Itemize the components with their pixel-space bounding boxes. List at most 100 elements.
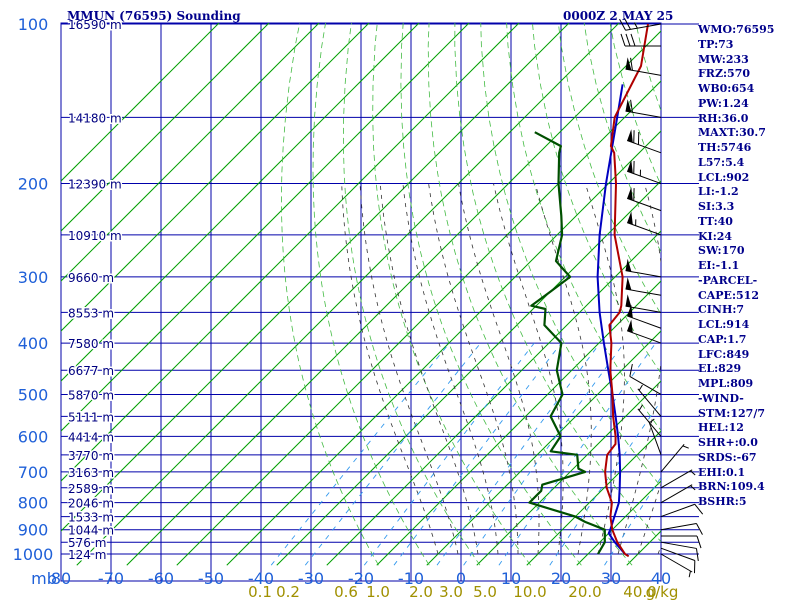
sounding-series bbox=[528, 23, 649, 558]
wind-barb-staff bbox=[625, 23, 662, 31]
pressure-tick-label: 1000 bbox=[13, 545, 54, 564]
dry-adiabat bbox=[312, 23, 430, 566]
wind-barb-staff bbox=[660, 523, 697, 531]
stat-line: WB0:654 bbox=[698, 82, 755, 95]
wind-barb-full bbox=[694, 503, 704, 515]
wind-barb-pennant bbox=[625, 99, 632, 113]
skewed-isotherm bbox=[226, 130, 661, 566]
temperature-trace bbox=[604, 23, 649, 558]
stat-line: SI:3.3 bbox=[698, 200, 735, 213]
wind-barb bbox=[627, 159, 662, 185]
stat-line: TT:40 bbox=[698, 214, 733, 228]
moist-adiabat bbox=[585, 183, 625, 555]
wind-barb-full bbox=[619, 18, 626, 31]
mixing-ratio-label: 2.0 bbox=[409, 583, 433, 600]
pressure-tick-label: 200 bbox=[18, 175, 49, 194]
pressure-tick-label: 900 bbox=[18, 521, 49, 540]
height-label: 3770 m bbox=[68, 449, 114, 463]
skewed-isotherm bbox=[61, 23, 570, 532]
wind-barb-full bbox=[630, 99, 633, 113]
skewed-isotherm bbox=[126, 30, 661, 566]
skewed-isotherm bbox=[61, 23, 370, 332]
dry-adiabat bbox=[280, 23, 379, 566]
stat-line: FRZ:570 bbox=[698, 67, 751, 81]
height-label: 5870 m bbox=[68, 388, 114, 402]
stat-line: LI:-1.2 bbox=[698, 185, 739, 199]
stat-line: TH:5746 bbox=[698, 141, 752, 154]
wind-barb bbox=[620, 33, 661, 47]
moist-adiabat bbox=[534, 183, 592, 555]
wind-barb-full bbox=[625, 33, 631, 47]
wind-barb bbox=[619, 18, 662, 31]
wind-barb-staff bbox=[660, 541, 697, 549]
mixing-ratio-line bbox=[549, 400, 661, 566]
wind-barb bbox=[627, 187, 662, 212]
skewed-isotherm bbox=[426, 330, 661, 566]
wind-barb-half bbox=[638, 384, 643, 391]
skewed-isotherm bbox=[376, 280, 661, 566]
moist-adiabat bbox=[379, 183, 479, 555]
stat-line: CINH:7 bbox=[698, 303, 745, 317]
wind-barb bbox=[627, 304, 662, 329]
stat-line: MW:233 bbox=[698, 52, 749, 66]
skewed-isotherm bbox=[61, 23, 320, 282]
skewed-isotherm bbox=[76, 23, 620, 566]
wind-barb bbox=[625, 57, 662, 76]
dry-adiabat bbox=[506, 23, 661, 432]
wind-barb-pennant bbox=[627, 129, 633, 143]
wind-barb-staff bbox=[629, 376, 662, 395]
stat-line: TP:73 bbox=[698, 37, 734, 51]
wind-barb bbox=[627, 319, 662, 344]
temperature-tick-label: 80 bbox=[51, 569, 71, 588]
skewed-isotherm bbox=[176, 80, 661, 566]
wind-barb-pennant bbox=[627, 187, 633, 201]
stat-line: CAPE:512 bbox=[698, 288, 759, 302]
wind-barb-pennant bbox=[627, 304, 633, 318]
stat-line: BRN:109.4 bbox=[698, 480, 765, 494]
temperature-tick-label: 30 bbox=[601, 569, 621, 588]
mixing-ratio-label: 20.0 bbox=[568, 583, 601, 600]
stat-line: HEL:12 bbox=[698, 421, 744, 435]
stat-line: -WIND- bbox=[698, 391, 744, 405]
wind-barb bbox=[661, 535, 702, 549]
wind-barb bbox=[660, 541, 699, 562]
chart-title: MMUN (76595) Sounding bbox=[67, 9, 241, 23]
temperature-tick-label: -30 bbox=[298, 569, 324, 588]
stat-line: EHI:0.1 bbox=[698, 465, 746, 479]
pressure-temperature-grid bbox=[60, 22, 699, 582]
stat-line: L57:5.4 bbox=[698, 155, 745, 169]
height-label: 3163 m bbox=[68, 466, 114, 480]
wind-barb-full bbox=[624, 18, 631, 30]
wind-barb bbox=[625, 99, 662, 118]
skewed-isotherm bbox=[61, 23, 520, 482]
wind-barb-half bbox=[690, 485, 696, 491]
temperature-tick-label: -70 bbox=[98, 569, 124, 588]
wind-barb-staff bbox=[660, 469, 693, 489]
stat-line: -PARCEL- bbox=[698, 273, 758, 287]
wind-barb-staff bbox=[625, 68, 662, 76]
moist-adiabat bbox=[458, 183, 540, 555]
mixing-ratio-label: 0.2 bbox=[276, 583, 300, 600]
wind-barb-staff bbox=[637, 408, 662, 437]
height-label: 1533 m bbox=[68, 511, 114, 525]
mixing-ratio-label: 5.0 bbox=[473, 583, 497, 600]
dry-adiabat bbox=[400, 23, 582, 566]
temperature-tick-label: -10 bbox=[398, 569, 424, 588]
wind-barb-staff bbox=[660, 503, 695, 518]
height-label: 7580 m bbox=[68, 337, 114, 351]
mixing-ratio-line bbox=[363, 342, 535, 566]
pressure-tick-label: 600 bbox=[18, 427, 49, 446]
wind-barbs bbox=[619, 18, 704, 578]
wind-barb bbox=[660, 469, 696, 489]
dry-adiabat bbox=[342, 23, 481, 566]
wind-barb-pennant bbox=[625, 258, 632, 272]
wind-barb bbox=[625, 294, 662, 313]
stat-line: EL:829 bbox=[698, 362, 742, 376]
wind-barb-staff bbox=[627, 330, 662, 344]
wind-barb-pennant bbox=[627, 159, 633, 174]
wind-barb bbox=[660, 553, 693, 578]
temperature-tick-label: -60 bbox=[148, 569, 174, 588]
wind-barb-half bbox=[633, 22, 638, 29]
height-label: 12390 m bbox=[68, 178, 122, 192]
